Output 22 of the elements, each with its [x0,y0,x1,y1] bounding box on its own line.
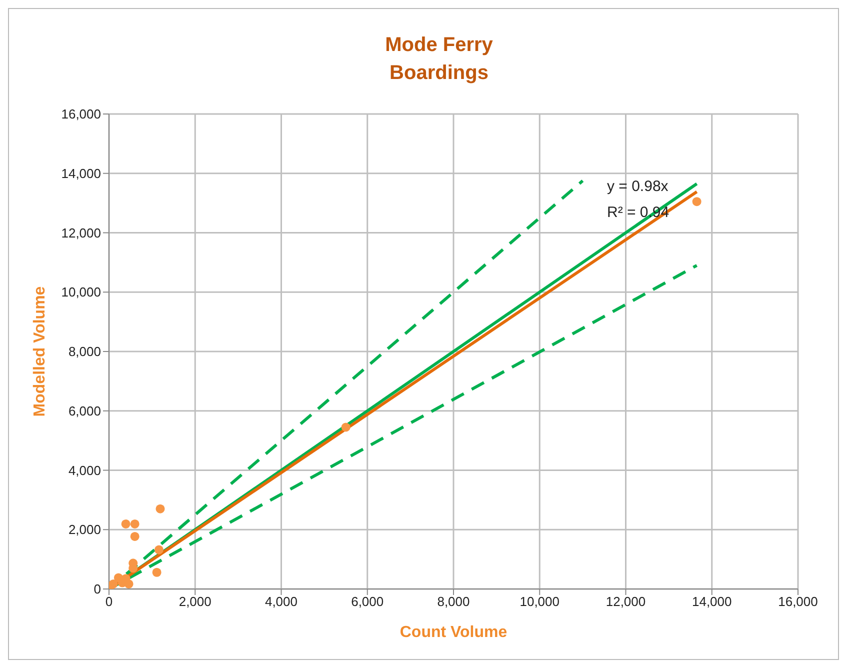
y-tick-label: 14,000 [61,166,101,181]
y-tick-label: 10,000 [61,284,101,300]
x-tick-label: 0 [105,594,113,610]
y-tick-label: 6,000 [68,403,101,418]
x-tick-label: 4,000 [264,594,298,610]
y-tick-label: 2,000 [68,522,101,538]
y-tick-label: 12,000 [61,225,101,240]
y-tick-label: 16,000 [61,106,101,122]
x-tick-label: 10,000 [520,594,560,610]
chart-title: Mode Ferry Boardings [384,33,494,86]
x-axis-title: Count Volume [400,624,508,641]
y-tick-label: 0 [94,582,101,597]
y-tick-label: 4,000 [68,462,101,478]
x-tick-label: 12,000 [606,594,646,610]
annotation: y = 0.98x [607,177,670,197]
x-tick-label: 2,000 [178,594,212,610]
y-tick-label: 8,000 [68,344,101,360]
x-tick-label: 8,000 [437,594,470,610]
x-tick-label: 6,000 [351,594,384,610]
y-axis-title: Modelled Volume [32,286,49,417]
x-tick-label: 16,000 [778,594,818,610]
x-tick-label: 14,000 [692,594,732,610]
